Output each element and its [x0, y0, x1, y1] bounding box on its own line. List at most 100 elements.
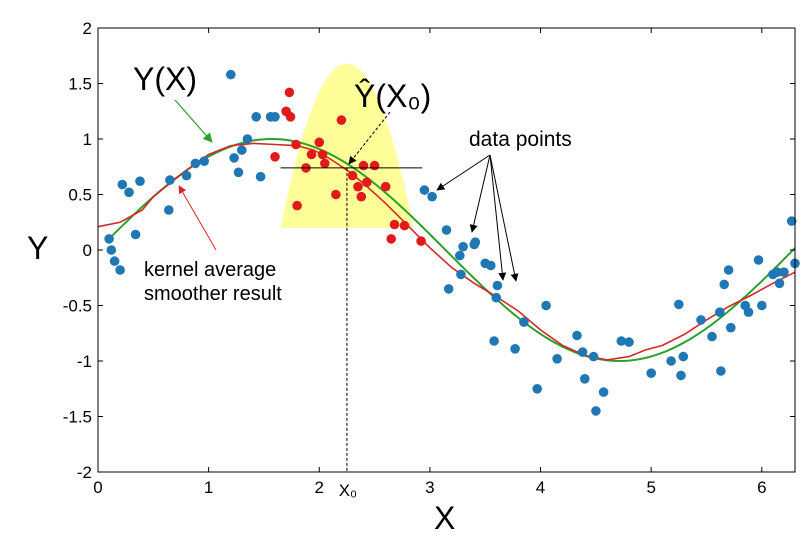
data-point: [130, 229, 141, 240]
data-point: [624, 337, 634, 347]
smoother-label-line1: kernel average: [144, 259, 276, 281]
data-point: [598, 387, 609, 397]
data-point: [726, 322, 736, 333]
data-point: [719, 279, 729, 290]
data-point: [588, 351, 599, 362]
kernel-window-layer: [280, 63, 414, 228]
kernel-window: [280, 63, 414, 228]
data-point-in-window: [386, 234, 397, 244]
y-axis-label: Y: [27, 230, 48, 266]
data-point-in-window: [306, 149, 317, 160]
y-tick-label: -2: [77, 463, 92, 482]
data-point: [456, 269, 466, 280]
y-tick-label: 2: [83, 19, 92, 38]
data-point-in-window: [331, 189, 341, 200]
data-point: [190, 158, 201, 169]
data-point: [199, 156, 209, 166]
y-tick-label: -1: [77, 352, 92, 371]
estimate-arrow: [348, 111, 391, 165]
data-points-arrow: [489, 154, 507, 281]
data-point: [774, 278, 785, 289]
data-point: [237, 145, 247, 155]
data-point: [124, 187, 134, 198]
data-point: [229, 153, 239, 163]
data-point-in-window: [399, 220, 410, 231]
data-point: [723, 265, 734, 275]
data-point-in-window: [347, 170, 358, 181]
data-point: [492, 280, 503, 291]
data-point-in-window: [270, 152, 280, 162]
data-point: [716, 366, 726, 376]
true-function-curve: [111, 138, 796, 362]
data-point: [486, 260, 496, 271]
smoother-label-line2: smoother result: [144, 283, 282, 305]
data-point-in-window: [284, 87, 295, 98]
data-point: [666, 356, 676, 366]
data-point: [674, 299, 684, 310]
x-tick-label: 3: [425, 478, 434, 497]
data-point: [580, 374, 590, 384]
data-point: [242, 134, 253, 144]
data-point: [757, 300, 767, 311]
data-point-in-window: [358, 160, 369, 171]
data-point: [676, 370, 686, 381]
data-point-in-window: [389, 219, 400, 230]
y-tick-label: -1.5: [63, 408, 92, 427]
data-point: [707, 331, 717, 342]
data-point: [572, 330, 582, 341]
x-axis-label: X: [434, 500, 455, 536]
data-point-in-window: [369, 160, 380, 171]
annotation-layer: Y(X) Ŷ(X₀) data points kernel averagesmooth…: [133, 61, 572, 472]
data-point: [491, 292, 502, 303]
data-point: [458, 241, 468, 252]
data-point: [270, 112, 280, 122]
data-point: [532, 384, 542, 394]
x-tick-label: 2: [315, 478, 324, 497]
data-point: [489, 336, 499, 346]
data-point: [441, 225, 452, 235]
data-point: [109, 256, 120, 266]
data-point: [541, 300, 551, 311]
data-point: [646, 368, 656, 379]
x-tick-label: 6: [757, 478, 766, 497]
curve-layer: [97, 138, 796, 362]
y-tick-label: 0.5: [68, 186, 92, 205]
y-tick-label: -0.5: [63, 297, 92, 316]
data-point: [470, 237, 481, 247]
data-point: [115, 265, 125, 275]
data-point: [779, 267, 789, 278]
data-points-arrow: [436, 154, 491, 191]
data-point: [165, 175, 175, 185]
data-point: [251, 112, 261, 122]
data-point-in-window: [314, 137, 325, 148]
data-point: [117, 179, 128, 190]
data-point-in-window: [291, 139, 301, 150]
data-point: [552, 354, 562, 364]
data-point: [577, 347, 588, 357]
data-point: [743, 307, 754, 318]
y-tick-label: 1: [83, 130, 92, 149]
data-point-in-window: [362, 177, 372, 188]
data-point: [772, 267, 783, 278]
data-point: [181, 170, 192, 181]
data-point: [715, 307, 725, 318]
data-point: [753, 255, 764, 265]
true-function-label: Y(X): [133, 61, 197, 97]
data-point-in-window: [320, 158, 330, 169]
data-point: [616, 336, 627, 346]
data-point: [226, 69, 236, 80]
data-point: [106, 245, 117, 255]
data-point: [419, 185, 430, 195]
x-tick-label: 4: [536, 478, 545, 497]
data-point: [519, 317, 529, 327]
data-point: [696, 315, 706, 325]
data-point-in-window: [353, 181, 363, 192]
y-tick-label: 1.5: [68, 75, 92, 94]
data-points-arrow: [469, 154, 491, 233]
estimate-label: Ŷ(X₀): [354, 78, 431, 114]
data-point: [135, 176, 145, 186]
data-point-in-window: [356, 191, 367, 202]
point-layer: [104, 69, 800, 416]
data-point: [233, 167, 244, 178]
